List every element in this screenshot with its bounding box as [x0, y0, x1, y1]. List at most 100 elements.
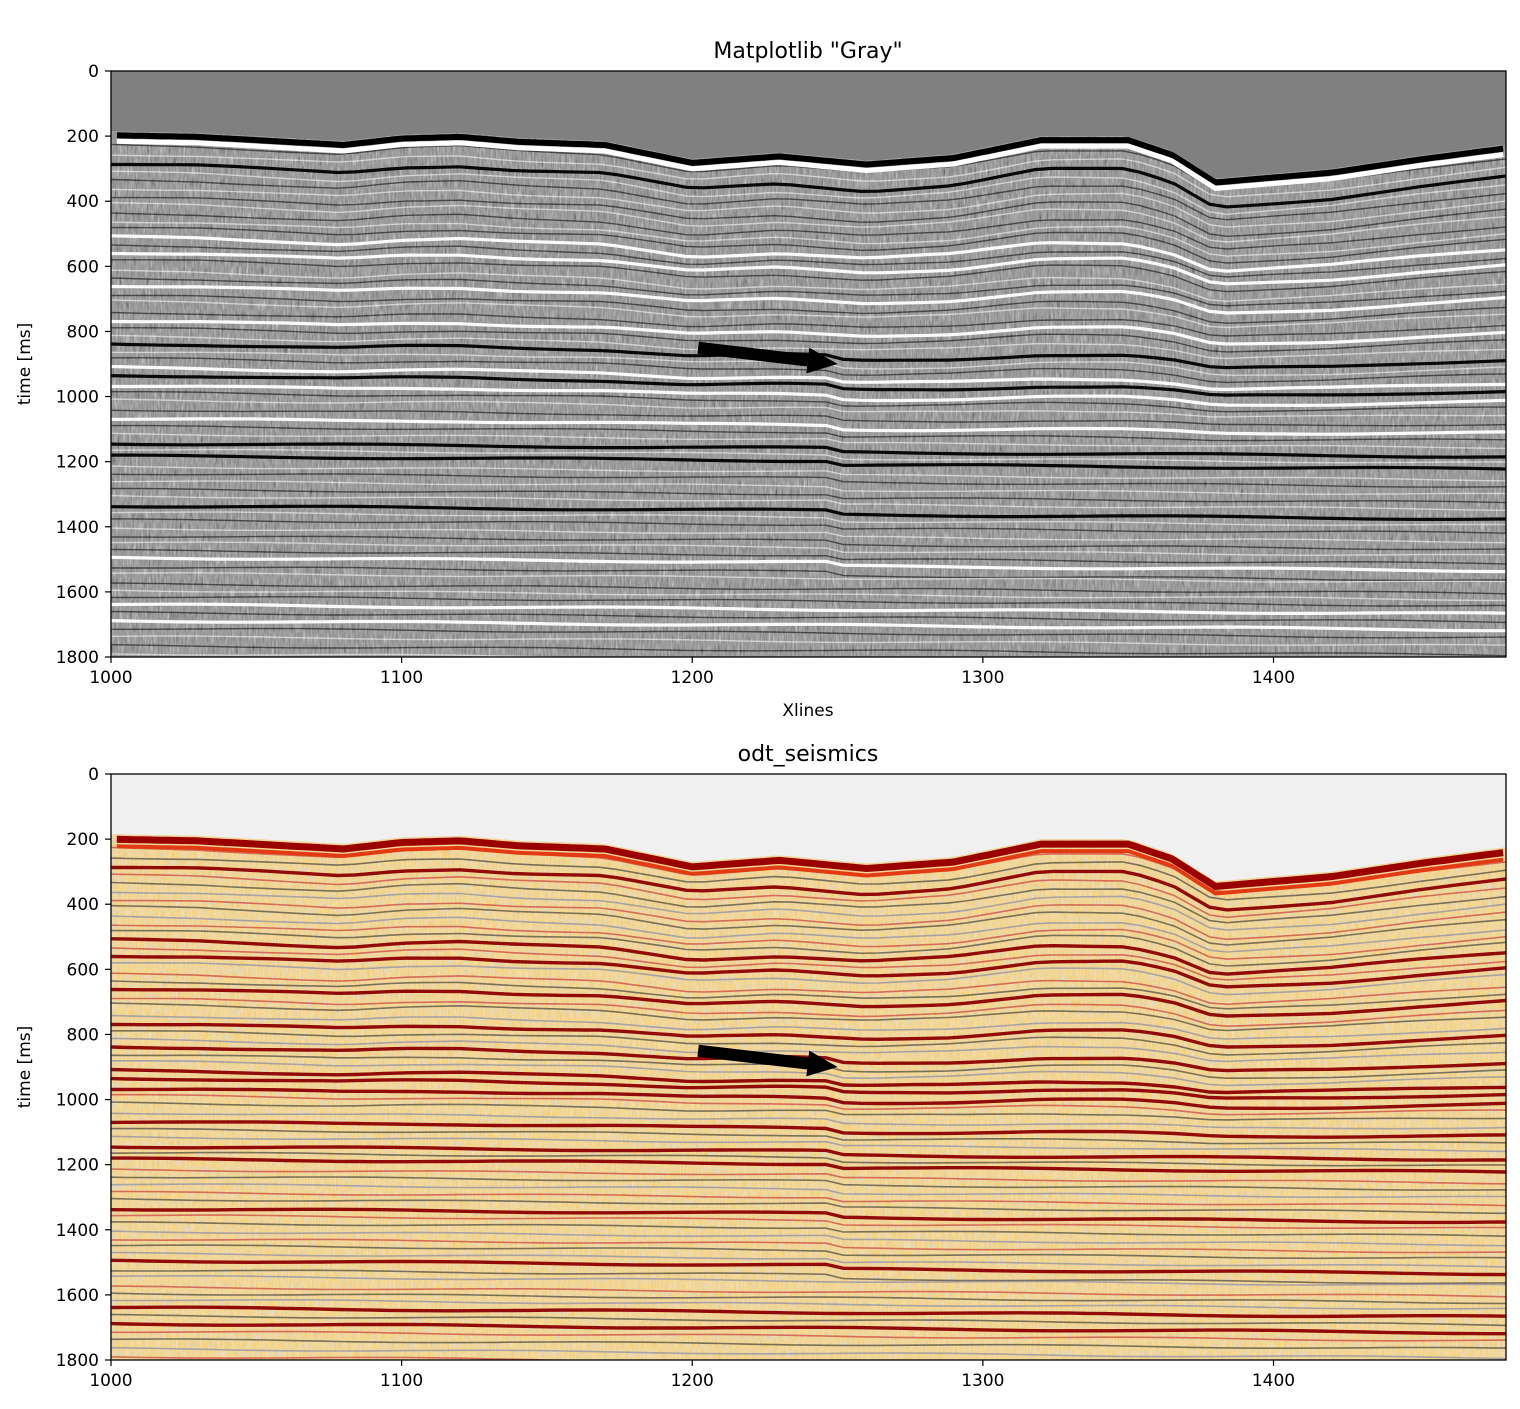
reflector-top [111, 635, 1506, 646]
reflector-top [111, 686, 1506, 696]
reflector-bottom [111, 1338, 1506, 1349]
reflector-bottom [111, 1183, 1506, 1198]
reflector-top [111, 342, 1506, 370]
ylabel-bottom: time [ms] [15, 1026, 35, 1109]
y-tick-label-top: 1800 [56, 648, 99, 668]
y-tick-label-bottom: 600 [67, 960, 99, 980]
x-tick-label-top: 1100 [380, 668, 423, 688]
reflector-top [111, 442, 1506, 459]
reflector-top [111, 582, 1506, 595]
reflector-top [111, 473, 1506, 488]
reflector-top [111, 234, 1506, 273]
reflector-top [111, 566, 1506, 582]
reflector-top [111, 653, 1506, 657]
reflector-bottom [111, 1135, 1506, 1153]
reflector-bottom [111, 1168, 1506, 1185]
y-tick-label-bottom: 400 [67, 895, 99, 915]
reflector-bottom [111, 1244, 1506, 1260]
reflector-bottom [111, 1363, 1506, 1372]
x-tick-label-top: 1400 [1252, 668, 1295, 688]
reflector-top [111, 541, 1506, 557]
reflector-bottom [111, 1389, 1506, 1399]
title-top: Matplotlib "Gray" [713, 39, 902, 64]
y-tick-label-bottom: 1000 [56, 1091, 99, 1111]
x-tick-label-bottom: 1300 [961, 1371, 1004, 1391]
reflector-top [111, 417, 1506, 436]
title-bottom: odt_seismics [738, 742, 879, 767]
reflector-top [111, 548, 1506, 565]
seismic-image-odt [111, 774, 1506, 1409]
reflector-top [111, 504, 1506, 521]
reflector-bottom [111, 1101, 1506, 1121]
y-tick-label-bottom: 0 [88, 765, 99, 785]
reflector-top [111, 374, 1506, 397]
ylabel-top: time [ms] [15, 323, 35, 406]
reflector-top [111, 284, 1506, 315]
y-tick-label-bottom: 1600 [56, 1286, 99, 1306]
axes-frame-top [110, 70, 1507, 658]
reflector-bottom [111, 881, 1506, 924]
reflector-top [111, 465, 1506, 482]
reflector-top [111, 518, 1506, 534]
reflector-bottom [111, 1299, 1506, 1310]
reflector-top [111, 196, 1506, 238]
y-tick-label-bottom: 800 [67, 1025, 99, 1045]
reflector-top [111, 644, 1506, 657]
reflector-top [111, 398, 1506, 418]
reflectors-bottom [111, 846, 1506, 1409]
xlabel-top: Xlines [782, 701, 833, 721]
reflector-top [111, 619, 1506, 633]
reflector-bottom [111, 1156, 1506, 1174]
y-tick-label-top: 600 [67, 257, 99, 277]
reflector-bottom [111, 1395, 1506, 1404]
reflector-bottom [111, 924, 1506, 960]
reflector-top [111, 535, 1506, 551]
seafloor-event-light-top [116, 138, 1504, 191]
y-ticks-top: 0 200 400 600 800 1000 1200 1400 1600 1800 [56, 62, 111, 668]
reflector-bottom [111, 1145, 1506, 1162]
reflector-top [111, 327, 1506, 353]
reflector-bottom [111, 1313, 1506, 1327]
reflector-bottom [111, 1356, 1506, 1360]
reflector-top [111, 226, 1506, 264]
reflector-top [111, 319, 1506, 346]
reflector-top [111, 453, 1506, 471]
reflector-bottom [111, 1401, 1506, 1409]
reflector-bottom [111, 1207, 1506, 1225]
x-tick-label-top: 1000 [89, 668, 132, 688]
reflector-bottom [111, 1045, 1506, 1073]
x-tick-label-top: 1300 [961, 668, 1004, 688]
seafloor-event-dark-top [116, 132, 1504, 186]
reflector-bottom [111, 1251, 1506, 1268]
y-tick-label-top: 0 [88, 62, 99, 82]
reflector-top [111, 221, 1506, 257]
reflector-top [111, 432, 1506, 450]
reflector-bottom [111, 1371, 1506, 1380]
x-ticks-bottom: 1000 1100 1200 1300 1400 [89, 1360, 1295, 1391]
reflector-bottom [111, 1214, 1506, 1229]
y-tick-label-top: 1000 [56, 388, 99, 408]
reflector-bottom [111, 891, 1506, 931]
reflector-top [111, 294, 1506, 324]
reflector-bottom [111, 1037, 1506, 1063]
reflector-top [111, 391, 1506, 413]
y-tick-label-top: 400 [67, 192, 99, 212]
y-tick-label-top: 1200 [56, 453, 99, 473]
reflector-bottom [111, 1269, 1506, 1285]
reflector-top [111, 480, 1506, 495]
reflector-top [111, 154, 1506, 198]
reflector-bottom [111, 987, 1506, 1018]
reflector-top [111, 674, 1506, 685]
reflector-bottom [111, 1305, 1506, 1319]
reflector-bottom [111, 1176, 1506, 1191]
reflector-top [111, 555, 1506, 574]
reflector-bottom [111, 899, 1506, 941]
reflector-bottom [111, 1022, 1506, 1049]
reflectors-top [111, 143, 1506, 696]
y-tick-label-top: 1400 [56, 518, 99, 538]
reflector-bottom [111, 937, 1506, 976]
reflector-bottom [111, 904, 1506, 946]
y-tick-label-top: 1600 [56, 583, 99, 603]
reflector-top [111, 334, 1506, 360]
reflector-bottom [111, 1330, 1506, 1342]
